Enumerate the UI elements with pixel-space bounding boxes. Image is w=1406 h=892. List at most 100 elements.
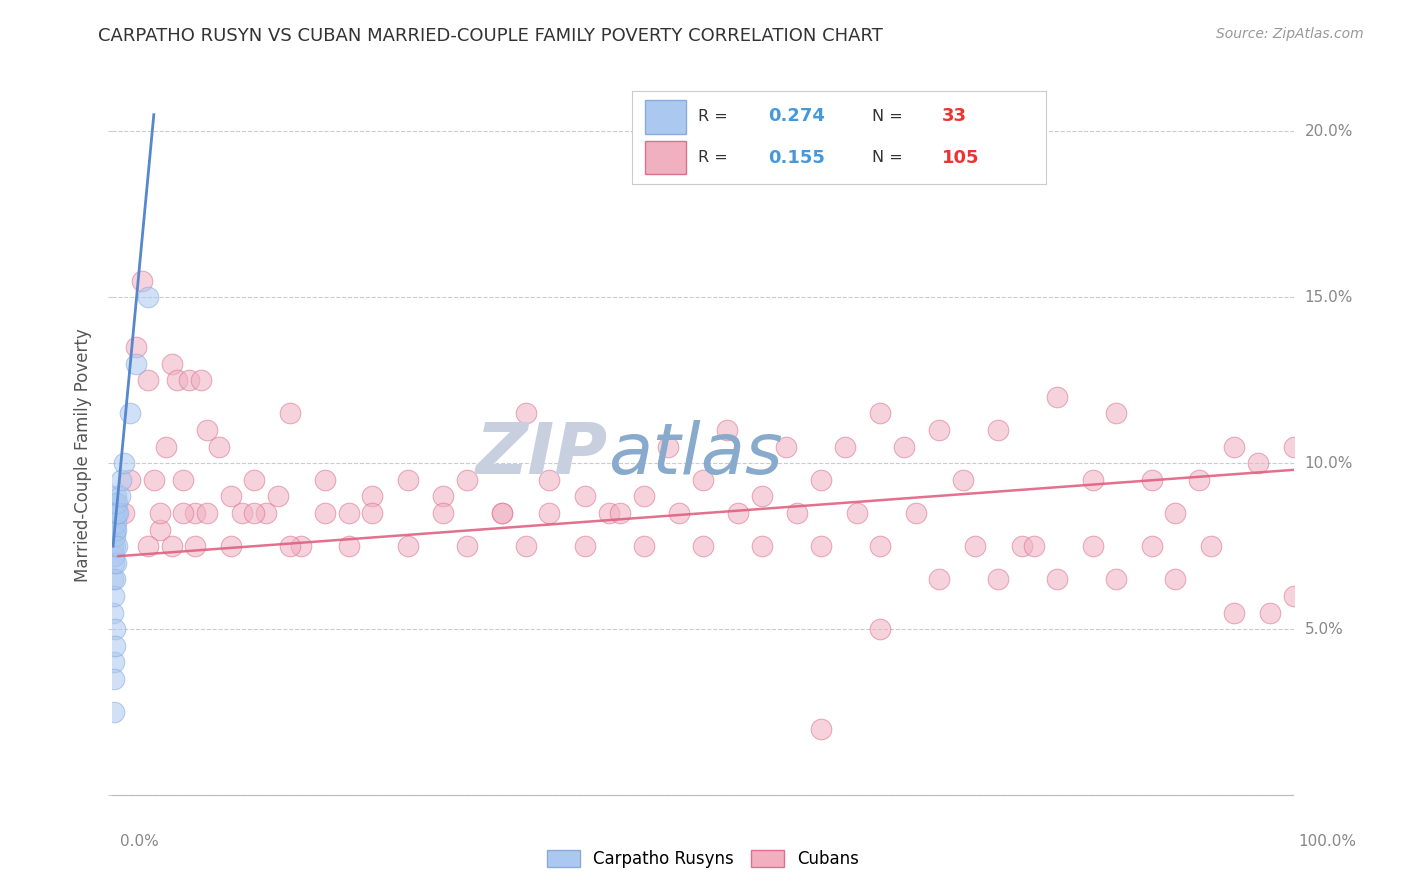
Point [107, 506, 129, 520]
Point [278, 539, 301, 553]
Point [692, 473, 714, 487]
Point [396, 539, 419, 553]
Legend: Carpatho Rusyns, Cubans: Carpatho Rusyns, Cubans [540, 843, 866, 875]
Point [136, 290, 159, 304]
Point [231, 506, 253, 520]
Point [101, 539, 124, 553]
Point [104, 529, 127, 543]
Point [361, 490, 384, 504]
Text: atlas: atlas [609, 420, 783, 490]
Point [290, 539, 312, 553]
Point [104, 496, 127, 510]
Point [254, 506, 277, 520]
Point [432, 490, 454, 504]
Point [810, 539, 832, 553]
Point [125, 340, 148, 354]
Point [103, 656, 125, 670]
Point [179, 373, 201, 387]
Point [1223, 440, 1246, 454]
Point [104, 573, 127, 587]
Point [491, 506, 513, 520]
Point [172, 506, 194, 520]
Point [1164, 573, 1187, 587]
Point [786, 506, 808, 520]
Text: 5.0%: 5.0% [1305, 622, 1343, 637]
Point [104, 622, 127, 636]
Point [195, 506, 218, 520]
Point [456, 473, 478, 487]
Point [172, 473, 194, 487]
Point [893, 440, 915, 454]
Point [775, 440, 797, 454]
Point [987, 573, 1010, 587]
Point [337, 506, 360, 520]
Point [538, 506, 561, 520]
Text: CARPATHO RUSYN VS CUBAN MARRIED-COUPLE FAMILY POVERTY CORRELATION CHART: CARPATHO RUSYN VS CUBAN MARRIED-COUPLE F… [98, 27, 883, 45]
Point [598, 506, 620, 520]
Point [1199, 539, 1222, 553]
Point [166, 373, 188, 387]
Point [869, 539, 891, 553]
Point [195, 423, 218, 437]
Point [104, 516, 127, 530]
Point [103, 506, 125, 520]
Point [103, 556, 125, 570]
Point [110, 473, 132, 487]
Point [727, 506, 749, 520]
Point [104, 556, 127, 570]
Point [1046, 573, 1069, 587]
Point [574, 490, 596, 504]
Point [1140, 539, 1163, 553]
Point [314, 473, 336, 487]
Point [105, 539, 128, 553]
Point [131, 274, 153, 288]
Point [810, 722, 832, 736]
Point [1223, 606, 1246, 620]
Point [105, 506, 128, 520]
Text: 100.0%: 100.0% [1299, 834, 1357, 849]
Point [160, 357, 183, 371]
Point [1247, 456, 1270, 470]
Point [1258, 606, 1281, 620]
Text: 15.0%: 15.0% [1305, 290, 1353, 305]
Point [515, 539, 537, 553]
Point [810, 473, 832, 487]
Point [278, 406, 301, 420]
Point [1282, 589, 1305, 603]
Point [149, 506, 172, 520]
Point [1046, 390, 1069, 404]
Point [1081, 539, 1104, 553]
Point [751, 490, 773, 504]
Point [120, 406, 142, 420]
Point [1282, 440, 1305, 454]
Point [219, 539, 242, 553]
Point [1105, 573, 1128, 587]
Point [103, 589, 125, 603]
Point [668, 506, 690, 520]
Point [136, 373, 159, 387]
Point [952, 473, 974, 487]
Point [105, 523, 128, 537]
Point [219, 490, 242, 504]
Point [190, 373, 212, 387]
Point [1011, 539, 1033, 553]
Point [928, 573, 950, 587]
Point [104, 539, 127, 553]
Point [869, 622, 891, 636]
Point [633, 539, 655, 553]
Point [267, 490, 290, 504]
Point [633, 490, 655, 504]
Point [361, 506, 384, 520]
Text: 20.0%: 20.0% [1305, 124, 1353, 139]
Point [149, 523, 172, 537]
Point [155, 440, 177, 454]
Point [574, 539, 596, 553]
Point [104, 506, 127, 520]
Point [716, 423, 738, 437]
Point [834, 440, 856, 454]
Point [456, 539, 478, 553]
Point [112, 506, 135, 520]
Point [101, 573, 124, 587]
Point [208, 440, 231, 454]
Text: 10.0%: 10.0% [1305, 456, 1353, 471]
